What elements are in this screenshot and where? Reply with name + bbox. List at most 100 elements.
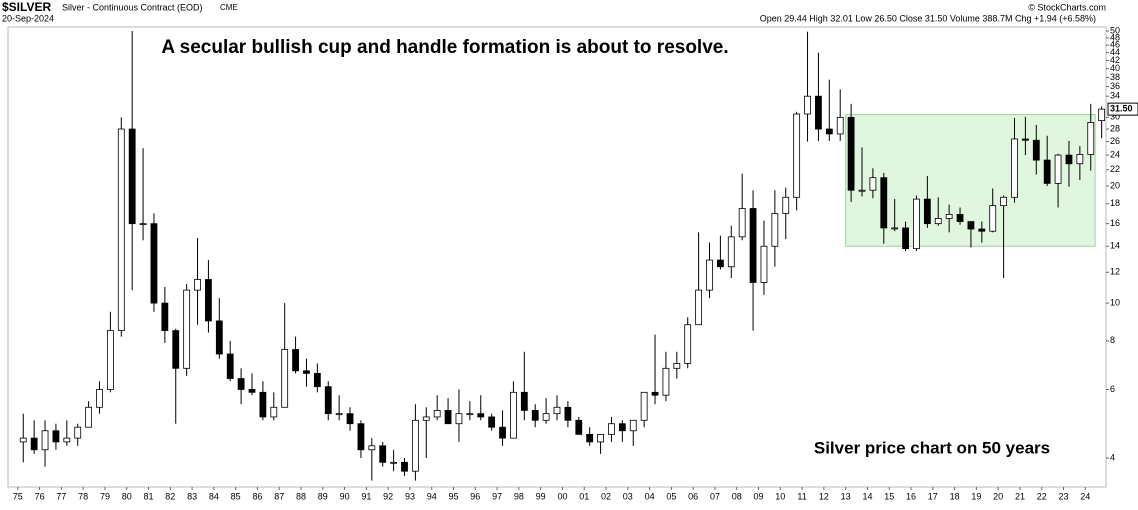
candle-body <box>945 213 953 219</box>
candle-body <box>1021 138 1029 141</box>
x-tick-label: 14 <box>862 491 872 501</box>
x-tick-label: 98 <box>514 491 524 501</box>
x-tick-label: 76 <box>35 491 45 501</box>
candle-body <box>815 95 822 130</box>
candle-body <box>640 391 648 421</box>
candle-body <box>335 413 343 416</box>
candle-body <box>390 461 398 464</box>
last-price-label: 31.50 <box>1110 103 1133 113</box>
candle-body <box>313 372 321 388</box>
candle-body <box>706 259 713 291</box>
candle-body <box>346 413 354 425</box>
y-tick-label: 4 <box>1110 452 1115 462</box>
candle-body <box>586 433 594 443</box>
x-tick-label: 89 <box>318 491 328 501</box>
y-tick-label: 8 <box>1110 335 1115 345</box>
x-tick-label: 21 <box>1015 491 1025 501</box>
candle-body <box>183 289 191 369</box>
y-tick-label: 20 <box>1110 180 1120 190</box>
candle-body <box>716 259 724 268</box>
candle-body <box>281 349 289 408</box>
candle-body <box>139 223 147 226</box>
candle-body <box>793 113 801 198</box>
candle-body <box>30 437 38 451</box>
last-price-box <box>1107 102 1138 116</box>
candle-body <box>215 320 223 355</box>
y-tick-label: 42 <box>1110 55 1120 65</box>
x-tick-label: 15 <box>884 491 894 501</box>
candle-body <box>858 189 866 192</box>
candle-body <box>542 413 550 421</box>
candle-body <box>651 391 659 396</box>
y-tick-label: 28 <box>1110 123 1120 133</box>
candle-body <box>553 406 561 415</box>
candle-body <box>499 426 506 439</box>
x-tick-label: 99 <box>536 491 546 501</box>
y-tick-label: 34 <box>1110 91 1120 101</box>
candle-body <box>847 116 855 191</box>
candle-body <box>270 406 278 418</box>
candle-body <box>150 223 158 304</box>
y-tick-label: 40 <box>1110 63 1120 73</box>
candle-body <box>1011 138 1018 198</box>
x-tick-label: 10 <box>775 491 785 501</box>
candle-body <box>597 433 604 443</box>
candle-body <box>608 423 615 435</box>
candle-body <box>488 416 496 428</box>
candle-body <box>379 445 387 463</box>
copyright: © StockCharts.com <box>1028 2 1106 12</box>
candle-body <box>1054 154 1062 184</box>
x-tick-label: 13 <box>841 491 851 501</box>
x-tick-label: 00 <box>557 491 567 501</box>
x-tick-label: 84 <box>209 491 219 501</box>
candle-body <box>96 389 103 408</box>
candle-body <box>19 437 27 443</box>
candle-body <box>771 212 779 247</box>
candle-body <box>760 245 768 283</box>
y-tick-label: 12 <box>1110 267 1120 277</box>
y-tick-label: 14 <box>1110 241 1120 251</box>
candle-body <box>520 391 528 411</box>
x-tick-label: 90 <box>340 491 350 501</box>
y-tick-label: 6 <box>1110 384 1115 394</box>
x-tick-label: 11 <box>797 491 806 501</box>
x-tick-label: 20 <box>993 491 1003 501</box>
candle-body <box>422 416 430 421</box>
candle-body <box>836 116 844 135</box>
candle-body <box>934 218 942 225</box>
candle-body <box>978 228 986 232</box>
y-tick-label: 38 <box>1110 72 1120 82</box>
candle-body <box>1000 196 1008 207</box>
x-tick-label: 03 <box>623 491 633 501</box>
x-tick-label: 06 <box>688 491 698 501</box>
candle-body <box>825 128 833 135</box>
symbol: $SILVER <box>2 0 51 14</box>
candle-body <box>1065 154 1073 165</box>
x-tick-label: 81 <box>144 491 154 501</box>
candle-body <box>237 378 245 390</box>
y-tick-label: 44 <box>1110 47 1120 57</box>
candle-body <box>618 423 626 432</box>
y-tick-label: 30 <box>1110 112 1120 122</box>
candle-body <box>695 289 703 326</box>
candle-body <box>411 419 419 472</box>
candle-body <box>205 279 212 322</box>
candle-body <box>727 236 735 268</box>
candle-body <box>749 208 757 283</box>
candle-body <box>477 413 485 418</box>
x-tick-label: 80 <box>122 491 132 501</box>
x-tick-label: 16 <box>906 491 916 501</box>
x-tick-label: 09 <box>754 491 764 501</box>
candle-body <box>575 419 583 435</box>
candle-body <box>248 389 256 393</box>
candle-body <box>738 208 746 238</box>
y-tick-label: 16 <box>1110 218 1120 228</box>
candle-body <box>629 419 637 432</box>
candle-body <box>226 353 234 379</box>
candle-body <box>41 430 49 451</box>
x-tick-label: 07 <box>710 491 720 501</box>
candle-body <box>662 367 670 396</box>
candle-body <box>956 213 964 222</box>
candle-body <box>869 177 877 191</box>
